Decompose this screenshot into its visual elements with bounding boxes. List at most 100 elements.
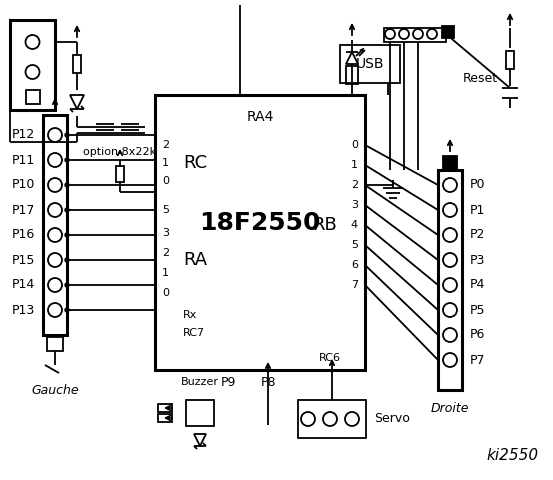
Text: 0: 0 — [162, 176, 169, 186]
Text: P12: P12 — [12, 129, 35, 142]
Text: 1: 1 — [162, 158, 169, 168]
Text: P6: P6 — [470, 328, 486, 341]
Text: 2: 2 — [162, 140, 169, 150]
Circle shape — [443, 278, 457, 292]
Bar — [438, 170, 462, 390]
Circle shape — [65, 133, 69, 137]
Bar — [506, 51, 514, 69]
Text: P10: P10 — [12, 179, 35, 192]
Bar — [442, 26, 454, 38]
Circle shape — [25, 65, 39, 79]
Text: P3: P3 — [470, 253, 486, 266]
Bar — [10, 20, 55, 110]
Text: Rx: Rx — [183, 310, 197, 320]
Circle shape — [385, 29, 395, 39]
Text: 1: 1 — [162, 268, 169, 278]
Circle shape — [443, 353, 457, 367]
Text: 7: 7 — [351, 280, 358, 290]
Text: P11: P11 — [12, 154, 35, 167]
Text: 0: 0 — [162, 288, 169, 298]
Circle shape — [65, 183, 69, 187]
Bar — [155, 95, 365, 370]
Circle shape — [323, 412, 337, 426]
Bar — [346, 66, 358, 84]
Text: option 8x22k: option 8x22k — [84, 147, 156, 157]
Circle shape — [427, 29, 437, 39]
Circle shape — [48, 153, 62, 167]
Circle shape — [48, 253, 62, 267]
Circle shape — [48, 228, 62, 242]
Text: 2: 2 — [351, 180, 358, 190]
Bar — [116, 166, 124, 182]
Bar — [43, 115, 67, 335]
Bar — [186, 400, 214, 426]
Text: RC6: RC6 — [319, 353, 341, 363]
Text: P4: P4 — [470, 278, 486, 291]
Circle shape — [443, 328, 457, 342]
Text: P14: P14 — [12, 278, 35, 291]
Text: 3: 3 — [351, 200, 358, 210]
Bar — [47, 337, 63, 351]
Bar — [443, 156, 457, 170]
Text: Gauche: Gauche — [31, 384, 79, 396]
Circle shape — [65, 208, 69, 212]
Text: RB: RB — [312, 216, 337, 234]
Text: P1: P1 — [470, 204, 486, 216]
Bar — [298, 400, 366, 438]
Text: Buzzer: Buzzer — [181, 377, 219, 387]
Circle shape — [48, 178, 62, 192]
Text: P13: P13 — [12, 303, 35, 316]
Bar — [340, 45, 400, 83]
Circle shape — [48, 203, 62, 217]
Text: P17: P17 — [12, 204, 35, 216]
Text: P0: P0 — [470, 179, 486, 192]
Circle shape — [443, 203, 457, 217]
Circle shape — [48, 128, 62, 142]
Polygon shape — [194, 434, 206, 446]
Text: 5: 5 — [351, 240, 358, 250]
Text: P8: P8 — [260, 375, 276, 388]
Text: P5: P5 — [470, 303, 486, 316]
Circle shape — [443, 303, 457, 317]
Text: 18F2550: 18F2550 — [199, 211, 321, 235]
Text: Reset: Reset — [462, 72, 498, 84]
Circle shape — [345, 412, 359, 426]
Text: P7: P7 — [470, 353, 486, 367]
Circle shape — [65, 258, 69, 262]
Text: RA: RA — [183, 251, 207, 269]
Text: 1: 1 — [351, 160, 358, 170]
Text: ki2550: ki2550 — [487, 447, 539, 463]
Text: RA4: RA4 — [246, 110, 274, 124]
Text: RC: RC — [183, 154, 207, 172]
Text: P15: P15 — [12, 253, 35, 266]
Bar — [73, 55, 81, 73]
Text: 0: 0 — [351, 140, 358, 150]
Text: P16: P16 — [12, 228, 35, 241]
Text: RC7: RC7 — [183, 328, 205, 338]
Polygon shape — [346, 52, 358, 64]
Circle shape — [65, 158, 69, 162]
Text: Droite: Droite — [431, 401, 469, 415]
Text: 5: 5 — [162, 205, 169, 215]
Text: 2: 2 — [162, 248, 169, 258]
Text: USB: USB — [356, 57, 384, 71]
Text: 4: 4 — [351, 220, 358, 230]
Circle shape — [413, 29, 423, 39]
Circle shape — [65, 233, 69, 237]
Circle shape — [65, 283, 69, 287]
Circle shape — [25, 35, 39, 49]
Text: 3: 3 — [162, 228, 169, 238]
Polygon shape — [70, 95, 84, 109]
Bar — [25, 90, 39, 104]
Circle shape — [301, 412, 315, 426]
Bar — [158, 414, 172, 422]
Circle shape — [399, 29, 409, 39]
Text: 6: 6 — [351, 260, 358, 270]
Circle shape — [65, 308, 69, 312]
Text: P9: P9 — [220, 375, 236, 388]
Bar — [384, 28, 446, 42]
Circle shape — [443, 253, 457, 267]
Circle shape — [443, 178, 457, 192]
Text: Servo: Servo — [374, 412, 410, 425]
Bar — [158, 404, 172, 412]
